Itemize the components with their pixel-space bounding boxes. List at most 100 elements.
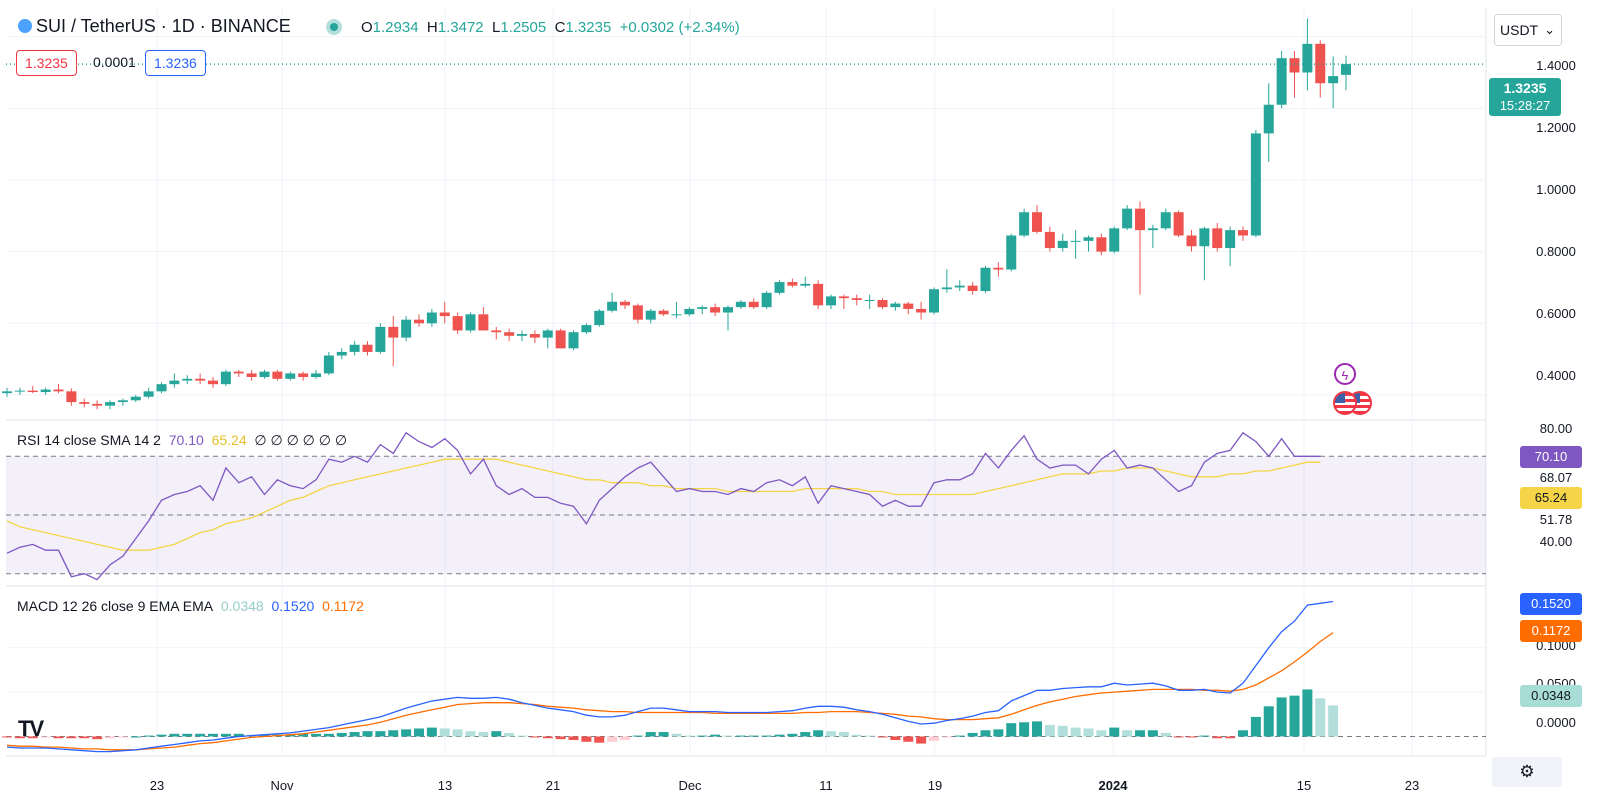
macd-histogram-bar — [1083, 728, 1094, 737]
candle-body — [568, 332, 579, 349]
macd-tag: 0.1520 — [1520, 593, 1582, 615]
macd-histogram-bar — [735, 735, 746, 737]
currency-selector[interactable]: USDT ⌄ — [1494, 14, 1562, 46]
candle-body — [697, 307, 708, 309]
candle-body — [452, 316, 463, 331]
candle-body — [826, 296, 836, 306]
candle-body — [504, 332, 515, 336]
candle-body — [658, 310, 669, 315]
macd-histogram-bar — [826, 731, 836, 737]
candle-body — [581, 325, 592, 333]
sell-price-button[interactable]: 1.3235 — [16, 50, 77, 76]
candle-body — [774, 282, 785, 293]
candle-body — [117, 400, 128, 403]
macd-histogram-bar — [774, 734, 785, 737]
macd-signal-line — [6, 632, 1334, 751]
time-axis-label: 23 — [1404, 778, 1420, 793]
candle-body — [1019, 212, 1030, 236]
macd-histogram-bar — [967, 732, 978, 737]
candle-body — [323, 355, 334, 374]
macd-histogram-bar — [298, 733, 309, 737]
candle-body — [903, 303, 914, 309]
macd-histogram-bar — [890, 736, 901, 741]
macd-histogram-bar — [195, 733, 206, 737]
candle-body — [169, 380, 180, 385]
macd-histogram-bar — [156, 734, 167, 737]
macd-histogram-bar — [787, 733, 798, 737]
macd-histogram-bar — [182, 733, 193, 737]
candle-body — [66, 391, 77, 403]
candle-body — [233, 371, 244, 374]
macd-legend[interactable]: MACD 12 26 close 9 EMA EMA 0.0348 0.1520… — [17, 598, 364, 614]
lightning-event-icon[interactable]: ϟ — [1334, 363, 1356, 385]
candle-body — [967, 285, 978, 292]
macd-histogram-bar — [1315, 698, 1326, 737]
time-axis-label: Nov — [270, 778, 294, 793]
macd-histogram-bar — [748, 735, 759, 737]
tradingview-logo-icon[interactable]: TV — [18, 716, 44, 741]
candle-body — [426, 312, 437, 324]
macd-histogram-bar — [349, 732, 360, 737]
candle-body — [993, 267, 1004, 270]
candle-body — [220, 371, 231, 385]
candle-body — [27, 390, 38, 393]
rsi-legend[interactable]: RSI 14 close SMA 14 2 70.10 65.24 ∅ ∅ ∅ … — [17, 432, 348, 448]
candle-body — [890, 303, 901, 308]
candle-body — [1341, 64, 1351, 75]
macd-histogram-bar — [2, 736, 12, 738]
macd-histogram-bar — [594, 736, 605, 743]
candle-body — [298, 373, 309, 378]
time-axis-label: 2024 — [1098, 778, 1128, 793]
candle-body — [517, 334, 527, 336]
candle-body — [594, 310, 605, 326]
candle-body — [748, 301, 759, 308]
candle-body — [929, 289, 939, 313]
candle-body — [542, 330, 553, 338]
buy-price-button[interactable]: 1.3236 — [145, 50, 206, 76]
macd-histogram-bar — [1302, 689, 1313, 737]
candle-body — [555, 330, 566, 349]
candle-body — [1302, 43, 1313, 73]
macd-histogram-bar — [1006, 723, 1017, 737]
candle-body — [645, 310, 656, 320]
settings-gear-icon[interactable]: ⚙ — [1492, 757, 1562, 787]
macd-histogram-bar — [1250, 716, 1261, 737]
candle-body — [349, 344, 360, 352]
candle-body — [182, 378, 193, 381]
macd-histogram-bar — [452, 729, 463, 737]
candle-body — [1315, 43, 1326, 84]
macd-histogram-bar — [1135, 730, 1145, 737]
macd-value: 0.1520 — [271, 598, 315, 614]
macd-histogram-bar — [1199, 735, 1210, 737]
bar-countdown: 15:28:27 — [1499, 98, 1551, 113]
time-axis-label: 13 — [437, 778, 453, 793]
candle-body — [336, 351, 347, 356]
macd-histogram-bar — [491, 731, 502, 737]
macd-histogram-bar — [362, 731, 373, 737]
us-flag-event-icon[interactable] — [1333, 391, 1357, 415]
macd-histogram-bar — [143, 735, 154, 737]
macd-histogram-bar — [220, 733, 231, 737]
ohlc-legend: O1.2934 H1.3472 L1.2505 C1.3235 +0.0302 … — [361, 19, 740, 36]
macd-histogram-bar — [259, 734, 270, 737]
macd-histogram-bar — [439, 728, 450, 737]
symbol-legend[interactable]: SUI / TetherUS · 1D · BINANCE — [18, 16, 291, 37]
close-value: 1.3235 — [565, 19, 612, 36]
price-axis-label: 0.4000 — [1536, 368, 1576, 383]
macd-histogram-bar — [723, 735, 733, 737]
candle-body — [143, 391, 154, 397]
change-value: +0.0302 (+2.34%) — [619, 19, 740, 36]
candle-body — [1238, 230, 1248, 236]
candle-body — [491, 330, 502, 333]
candle-body — [53, 389, 64, 392]
macd-histogram-bar — [14, 736, 25, 739]
candle-body — [79, 402, 90, 404]
macd-signal-tag: 0.1172 — [1520, 620, 1582, 642]
candle-body — [156, 384, 167, 392]
candle-body — [735, 301, 746, 308]
macd-histogram-bar — [66, 736, 77, 739]
macd-histogram-bar — [1057, 725, 1068, 737]
candle-body — [465, 314, 476, 331]
candle-body — [851, 298, 862, 300]
